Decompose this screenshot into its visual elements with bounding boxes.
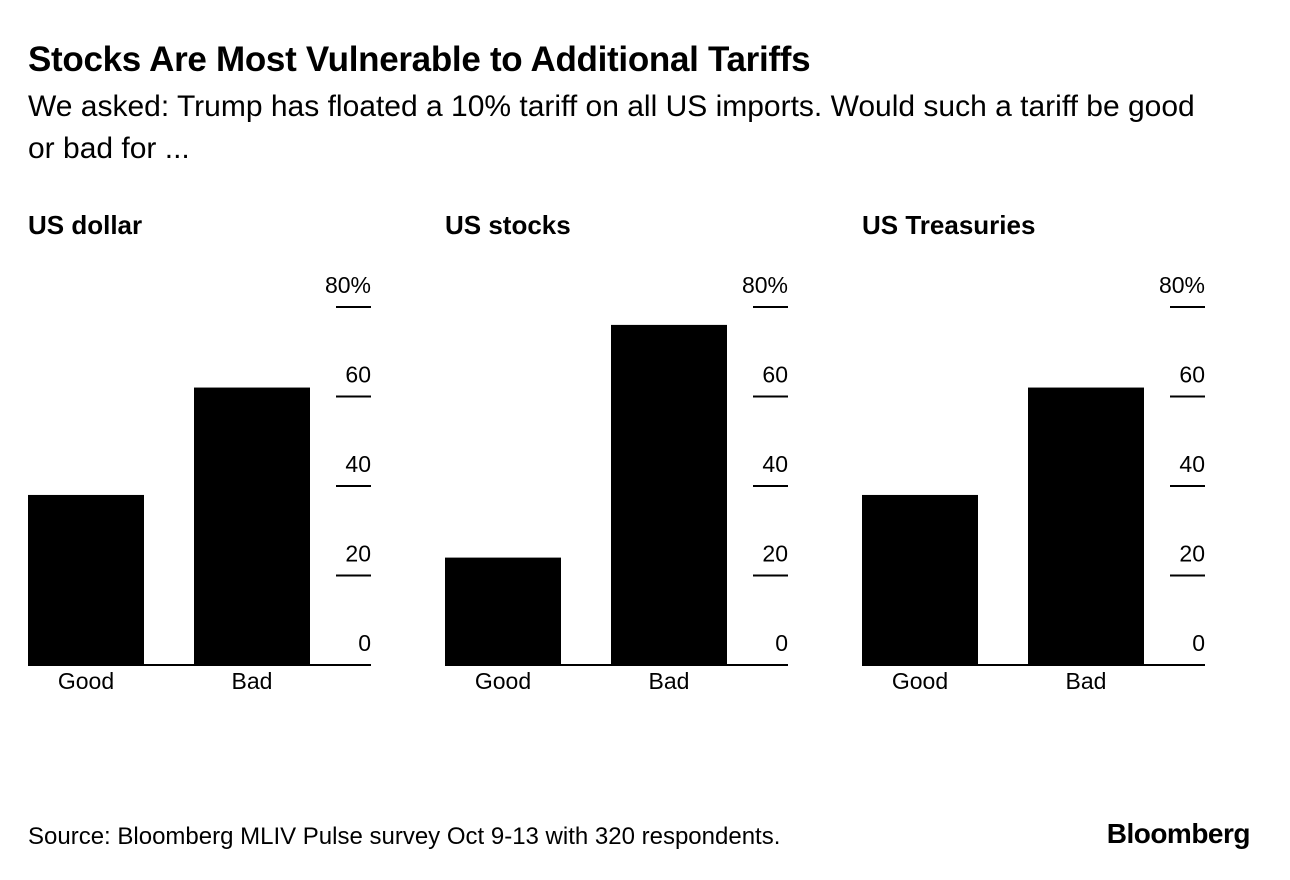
category-label: Good (892, 668, 948, 694)
bar-good (28, 494, 144, 665)
category-label: Good (475, 668, 531, 694)
y-tick-label: 80% (1159, 272, 1205, 298)
panel-title: US stocks (445, 210, 571, 240)
y-tick-label: 60 (1179, 362, 1205, 388)
bar-good (445, 557, 561, 665)
y-tick-label: 40 (762, 451, 788, 477)
chart-subtitle: We asked: Trump has floated a 10% tariff… (28, 90, 1195, 165)
bar-bad (1028, 387, 1144, 665)
y-tick-label: 40 (1179, 451, 1205, 477)
bar-bad (611, 324, 727, 665)
y-tick-label: 40 (345, 451, 371, 477)
y-tick-label: 60 (762, 362, 788, 388)
y-tick-label: 0 (1192, 630, 1205, 656)
panel-title: US dollar (28, 210, 142, 240)
bloomberg-logo: Bloomberg (1106, 818, 1251, 849)
category-label: Bad (649, 668, 690, 694)
bar-good (862, 494, 978, 665)
panel-title: US Treasuries (862, 210, 1035, 240)
source-note: Source: Bloomberg MLIV Pulse survey Oct … (28, 823, 781, 850)
y-tick-label: 80% (742, 272, 788, 298)
category-label: Good (58, 668, 114, 694)
category-label: Bad (1066, 668, 1107, 694)
chart-title: Stocks Are Most Vulnerable to Additional… (28, 40, 811, 79)
y-tick-label: 20 (762, 541, 788, 567)
bar-bad (194, 387, 310, 665)
y-tick-label: 0 (775, 630, 788, 656)
category-label: Bad (232, 668, 273, 694)
y-tick-label: 0 (358, 630, 371, 656)
y-tick-label: 20 (1179, 541, 1205, 567)
y-tick-label: 80% (325, 272, 371, 298)
y-tick-label: 60 (345, 362, 371, 388)
y-tick-label: 20 (345, 541, 371, 567)
